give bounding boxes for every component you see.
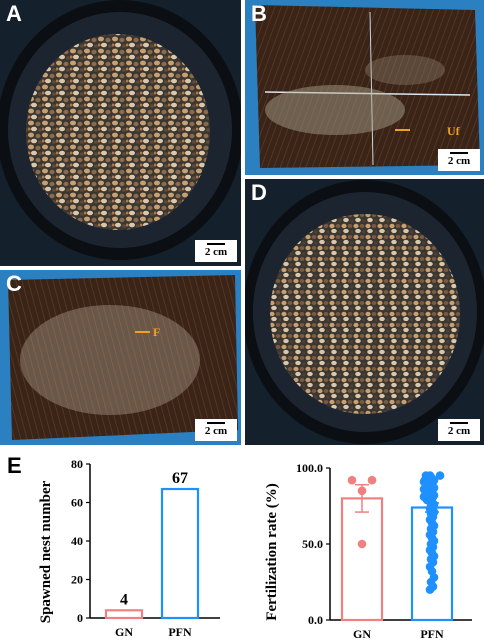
chart1-y-tick-label: 0 <box>77 611 83 625</box>
panel-b-image <box>255 5 480 168</box>
chart1-bar-pfn <box>160 487 200 620</box>
panel-a-image <box>0 0 241 260</box>
chart2-x-label-pfn: PFN <box>420 627 444 641</box>
panel-c-photo: C F 2 cm <box>0 270 241 445</box>
chart2-x-label-gn: GN <box>353 627 371 641</box>
panel-d-scale-bar: 2 cm <box>438 419 480 441</box>
chart1-data-label-pfn: 67 <box>172 470 188 487</box>
chart2-point-gn <box>357 486 367 496</box>
chart1-data-label-gn: 4 <box>120 591 128 608</box>
chart2-y-tick-label: 100.0 <box>296 461 323 475</box>
chart2-y-tick-label: 0.0 <box>308 613 323 627</box>
panel-c-arrow-label: F <box>153 325 161 339</box>
fertilization-rate-chart: Fertilization rate (%) 0.0 50.0 100.0 GN PF… <box>264 461 472 641</box>
chart1-bar-gn <box>104 609 144 620</box>
panel-b-arrow-label: Uf <box>447 124 460 138</box>
spawned-nest-chart: Spawned nest number 0 20 40 60 80 4 GN 67 PFN <box>38 457 220 639</box>
panel-b-scale-bar: 2 cm <box>438 149 480 171</box>
chart2-ylabel: Fertilization rate (%) <box>264 483 280 620</box>
chart2-point-gn <box>347 475 357 485</box>
panel-b-letter: B <box>251 1 267 26</box>
chart2-point-pfn <box>425 585 435 594</box>
chart1-y-tick-label: 80 <box>71 457 83 471</box>
panel-c-letter: C <box>6 271 22 296</box>
chart1-x-label-pfn: PFN <box>168 625 192 639</box>
chart1-ylabel: Spawned nest number <box>38 480 54 623</box>
panel-b-photo: B Uf 2 cm <box>245 0 484 175</box>
panel-d-photo: D 2 cm <box>245 179 484 445</box>
chart1-y-tick-label: 60 <box>71 496 83 510</box>
chart1-y-tick-label: 40 <box>71 534 83 548</box>
chart1-y-tick-label: 20 <box>71 573 83 587</box>
panel-c-image <box>8 275 238 440</box>
chart2-bar-gn <box>340 497 384 622</box>
chart2-y-tick-label: 50.0 <box>302 537 323 551</box>
panel-c-scale-bar: 2 cm <box>195 419 237 441</box>
chart2-point-gn <box>357 539 367 549</box>
chart2-point-gn <box>367 475 377 485</box>
panel-e-letter: E <box>7 453 22 478</box>
chart2-point-pfn <box>435 471 445 480</box>
panel-d-image <box>245 180 484 444</box>
panel-a-photo: A 2 cm <box>0 0 241 266</box>
chart1-x-label-gn: GN <box>115 625 133 639</box>
panel-a-letter: A <box>6 1 22 26</box>
panel-d-letter: D <box>251 180 267 205</box>
panel-a-scale-bar: 2 cm <box>195 240 237 262</box>
